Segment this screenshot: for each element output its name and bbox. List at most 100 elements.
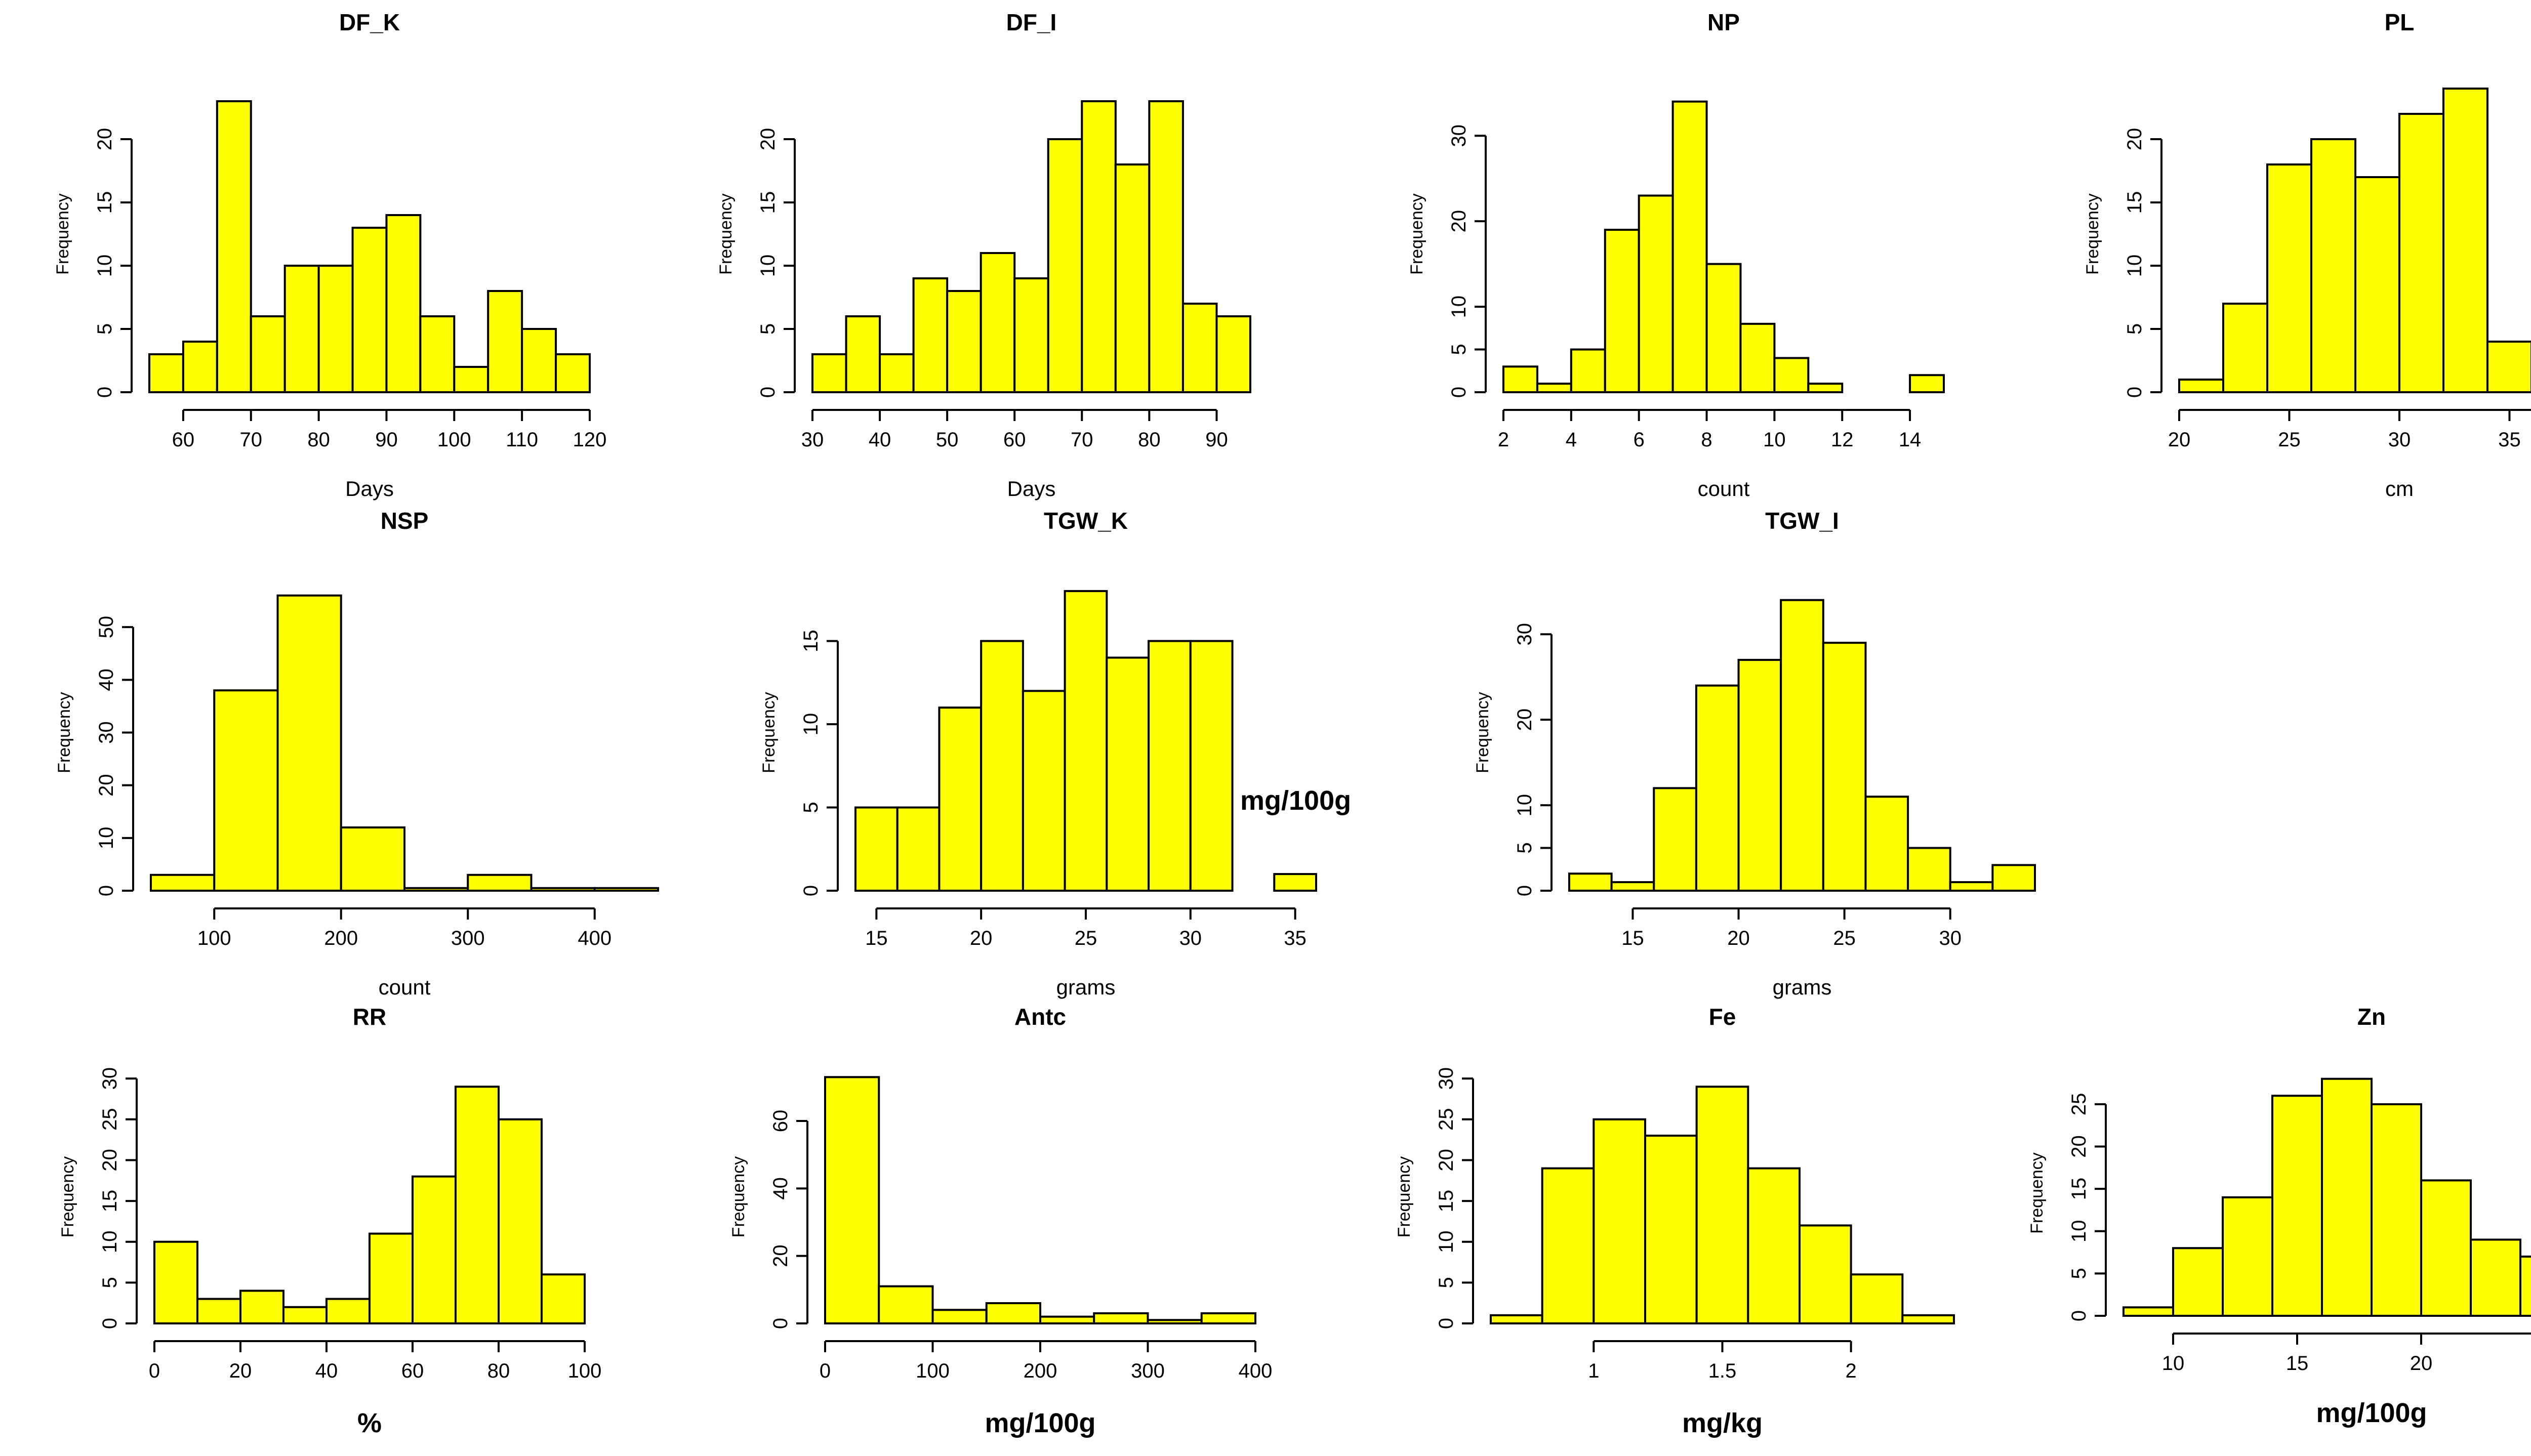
df-k-bar	[216, 100, 252, 393]
rr-y-tick-label: 5	[99, 1277, 121, 1288]
rr-bar	[369, 1232, 414, 1324]
df-k-bar	[250, 315, 286, 393]
tgw-i-y-tick-label: 20	[1514, 709, 1536, 731]
rr-x-label: %	[357, 1408, 382, 1438]
nsp-bar	[276, 594, 342, 892]
np-x-tick-label: 8	[1701, 429, 1712, 451]
pl-y-label: Frequency	[2083, 193, 2102, 275]
tgw-k-bar	[1064, 590, 1108, 892]
tgw-k-bar	[896, 806, 941, 892]
pl-bar	[2354, 176, 2400, 393]
fe-bar	[1490, 1314, 1543, 1324]
zn-y-tick-label: 0	[2068, 1310, 2090, 1321]
nsp-bar	[593, 887, 659, 892]
np-bar	[1570, 348, 1606, 393]
df-i-bar	[811, 353, 847, 393]
np-bar	[1604, 229, 1640, 393]
df-i-y-tick-label: 20	[757, 128, 779, 151]
pl-title: PL	[2385, 9, 2415, 35]
nsp-y-label: Frequency	[55, 692, 74, 773]
df-i-y-tick-label: 15	[757, 191, 779, 214]
tgw-i-x-tick-label: 25	[1833, 927, 1856, 949]
df-i-bar	[1148, 100, 1184, 393]
nsp-y-tick-label: 50	[95, 616, 117, 639]
tgw-i-y-tick-label: 5	[1514, 842, 1536, 853]
df-i-x-tick-label: 80	[1138, 429, 1161, 451]
np-bar	[1671, 100, 1708, 394]
np-x-tick-label: 2	[1498, 429, 1509, 451]
fe-title: Fe	[1709, 1004, 1736, 1030]
df-i-y-tick-label: 10	[757, 255, 779, 277]
tgw-i-y-tick-label: 0	[1514, 885, 1536, 896]
tgw-i-bar	[1864, 796, 1909, 892]
antc-y-tick-label: 60	[769, 1110, 792, 1133]
antc-bar	[1093, 1312, 1149, 1324]
antc-x-tick-label: 100	[916, 1360, 950, 1382]
antc-bar	[931, 1309, 988, 1324]
tgw-k-unit-annotation: mg/100g	[1240, 785, 1351, 816]
zn-bar	[2470, 1238, 2521, 1317]
np-bar	[1638, 194, 1674, 393]
zn-x-tick-label: 10	[2162, 1352, 2185, 1375]
fe-y-tick-label: 25	[1435, 1108, 1457, 1131]
rr-x-tick-label: 40	[315, 1360, 338, 1382]
pl-bar	[2178, 379, 2224, 393]
rr-x-tick-label: 20	[229, 1360, 252, 1382]
fe-bar	[1541, 1167, 1595, 1324]
df-k-bar	[351, 227, 388, 393]
fe-y-tick-label: 10	[1435, 1230, 1457, 1253]
tgw-i-x-tick-label: 15	[1621, 927, 1644, 949]
tgw-k-bar	[1148, 640, 1192, 892]
pl-x-tick-label: 20	[2168, 429, 2191, 451]
rr-bar	[239, 1289, 284, 1325]
rr-x-tick-label: 100	[568, 1360, 602, 1382]
nsp-title: NSP	[381, 508, 429, 534]
zn-x-label: mg/100g	[2316, 1398, 2427, 1428]
rr-bar	[153, 1240, 198, 1325]
fe-x-tick-label: 1.5	[1708, 1360, 1737, 1382]
df-k-bar	[521, 328, 557, 393]
tgw-k-x-tick-label: 15	[865, 927, 888, 949]
zn-y-tick-label: 5	[2068, 1268, 2090, 1279]
antc-x-tick-label: 0	[820, 1360, 831, 1382]
tgw-i-bar	[1822, 642, 1867, 892]
fe-x-tick-label: 2	[1846, 1360, 1857, 1382]
df-i-bar	[1181, 303, 1218, 393]
fe-x-tick-label: 1	[1588, 1360, 1599, 1382]
np-bar	[1739, 322, 1776, 393]
antc-y-label: Frequency	[729, 1156, 748, 1238]
tgw-k-x-tick-label: 20	[970, 927, 993, 949]
tgw-k-y-tick-label: 5	[800, 802, 822, 813]
fe-bar	[1850, 1273, 1904, 1325]
nsp-bar	[530, 887, 596, 892]
df-k-bar	[182, 341, 218, 393]
fe-y-tick-label: 5	[1435, 1277, 1457, 1288]
df-i-title: DF_I	[1006, 9, 1057, 35]
nsp-x-label: count	[379, 975, 431, 999]
tgw-k-bar	[1022, 690, 1066, 892]
rr-bar	[196, 1298, 241, 1324]
np-y-tick-label: 20	[1448, 210, 1470, 233]
antc-bar	[878, 1285, 934, 1325]
pl-y-tick-label: 0	[2124, 387, 2146, 398]
nsp-bar	[467, 873, 533, 892]
df-i-bar	[912, 277, 949, 393]
df-k-x-tick-label: 120	[573, 429, 607, 451]
df-i-x-tick-label: 40	[869, 429, 891, 451]
antc-x-tick-label: 200	[1024, 1360, 1057, 1382]
np-y-tick-label: 10	[1448, 296, 1470, 318]
nsp-x-tick-label: 300	[451, 927, 485, 949]
pl-x-label: cm	[2385, 477, 2414, 501]
antc-bar	[1200, 1312, 1256, 1324]
rr-y-tick-label: 20	[99, 1149, 121, 1172]
tgw-k-bar	[938, 706, 983, 892]
df-k-y-tick-label: 0	[94, 387, 116, 398]
df-k-title: DF_K	[339, 9, 400, 35]
df-k-x-tick-label: 70	[240, 429, 263, 451]
antc-bar	[1039, 1315, 1095, 1325]
zn-bar	[2371, 1103, 2422, 1317]
df-k-x-label: Days	[345, 477, 394, 501]
df-i-bar	[1047, 138, 1083, 393]
rr-x-tick-label: 60	[401, 1360, 424, 1382]
np-y-tick-label: 30	[1448, 124, 1470, 147]
